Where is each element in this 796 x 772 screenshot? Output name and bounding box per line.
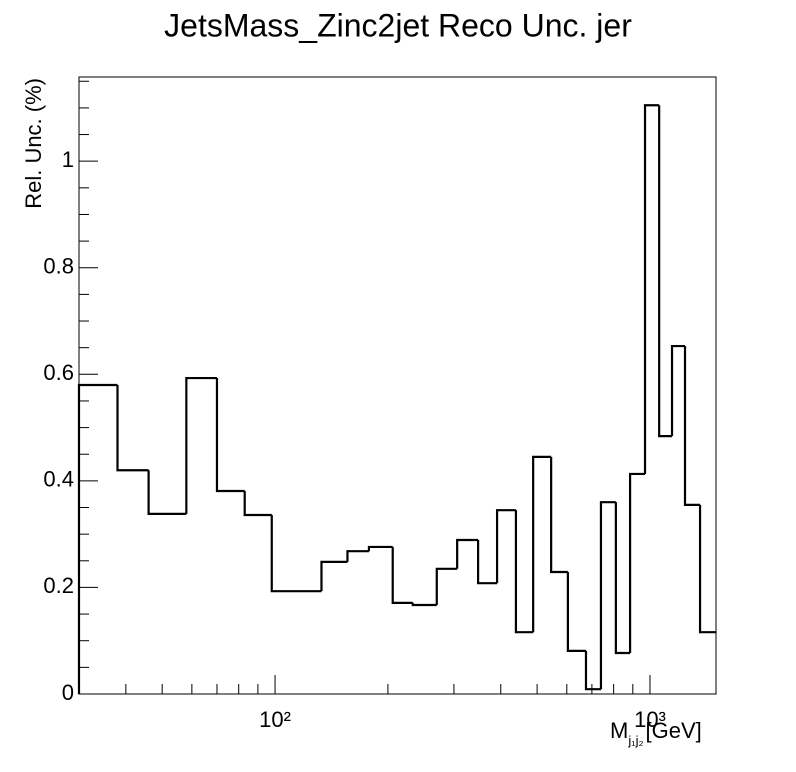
histogram-bin xyxy=(566,571,586,652)
y-tick-label: 0 xyxy=(62,680,74,705)
histogram-bin xyxy=(532,455,552,633)
histogram-bin xyxy=(411,602,437,607)
histogram-bin xyxy=(116,384,149,472)
histogram-bin xyxy=(599,501,616,690)
histogram-bin xyxy=(456,538,479,569)
x-tick-label: 10³ xyxy=(634,707,666,732)
histogram-bin xyxy=(435,567,458,606)
x-label-unit: [GeV] xyxy=(646,718,702,743)
histogram-bin xyxy=(270,514,322,593)
histogram-bin xyxy=(320,560,348,592)
chart-title: JetsMass_Zinc2jet Reco Unc. jer xyxy=(164,7,632,43)
y-tick-label: 0.8 xyxy=(43,254,74,279)
histogram-bin xyxy=(658,105,673,438)
histogram-bin xyxy=(670,344,686,437)
histogram-bin xyxy=(346,550,369,562)
y-tick-label: 0.4 xyxy=(43,467,74,492)
histogram-bin xyxy=(147,470,187,516)
x-label-main: M xyxy=(610,718,628,743)
histogram-bin xyxy=(698,504,716,634)
histogram-bin xyxy=(391,546,413,604)
histogram-bin xyxy=(215,378,245,493)
y-axis-label: Rel. Unc. (%) xyxy=(21,78,46,209)
y-tick-label: 0.6 xyxy=(43,360,74,385)
histogram-bin xyxy=(514,510,534,634)
histogram-bin xyxy=(584,650,601,691)
histogram-bin xyxy=(614,502,631,655)
histogram-bin xyxy=(550,456,568,574)
x-axis-label: Mj₁j₂[GeV] xyxy=(610,718,702,749)
histogram-bin xyxy=(683,346,701,506)
histogram-bin xyxy=(185,376,217,514)
histogram-bin xyxy=(77,383,118,694)
histogram-bin xyxy=(495,509,516,584)
x-tick-label: 10² xyxy=(259,707,291,732)
histogram-bin xyxy=(243,490,272,517)
histogram-bin xyxy=(628,472,646,653)
histogram-bin xyxy=(367,545,393,552)
y-tick-label: 1 xyxy=(62,147,74,172)
y-tick-label: 0.2 xyxy=(43,573,74,598)
histogram-bin xyxy=(477,540,498,585)
x-label-sub: j₁j₂ xyxy=(627,733,643,748)
histogram-bin xyxy=(643,104,660,474)
